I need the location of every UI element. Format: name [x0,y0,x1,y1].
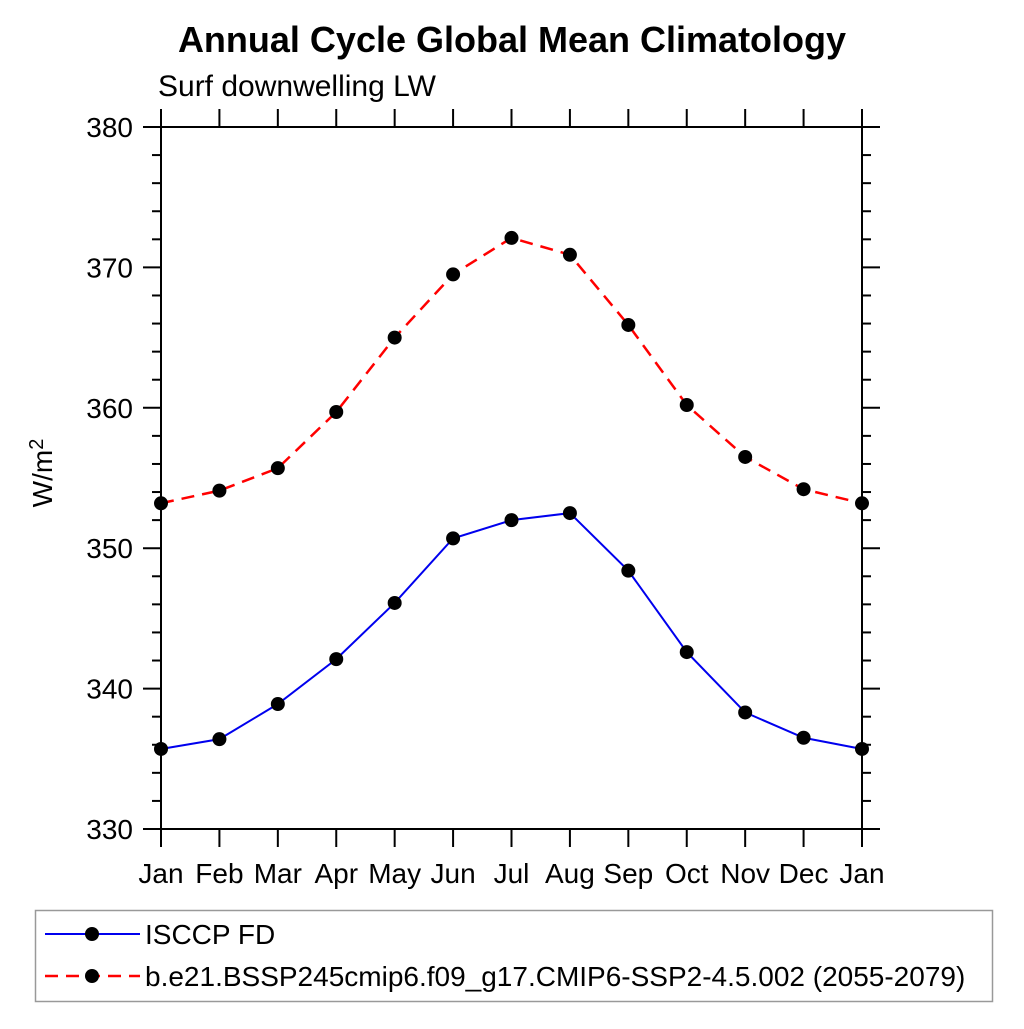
y-tick-label: 350 [86,533,133,564]
series-line-0 [160,512,863,750]
y-axis-label-text: W/m2 [26,439,58,508]
legend-marker-dot [85,969,99,983]
data-point [270,461,285,476]
x-tick-label: May [368,858,421,889]
y-tick-label: 370 [86,252,133,283]
page-title: Annual Cycle Global Mean Climatology [178,19,846,60]
series-lines [160,236,863,750]
data-point [855,496,869,511]
x-tick-label: Nov [720,858,770,889]
x-tick-label: Jul [494,858,530,889]
x-axis-ticks [160,109,863,847]
y-tick-label: 380 [86,112,133,143]
legend-item-isccp: ISCCP FD [45,919,275,950]
x-tick-label: Aug [545,858,595,889]
data-point [329,652,344,667]
series-line-1 [160,236,863,505]
data-point [212,483,227,498]
y-axis-tick-labels: 330 340 350 360 370 380 [86,112,133,845]
data-point [738,705,753,720]
x-tick-label: Apr [314,858,358,889]
chart-subtitle: Surf downwelling LW [158,70,437,103]
legend: ISCCP FD b.e21.BSSP245cmip6.f09_g17.CMIP… [34,909,994,1003]
legend-label: ISCCP FD [145,919,275,950]
data-point [796,730,811,745]
y-axis-ticks [143,126,880,830]
data-point [446,531,461,546]
data-point [154,496,168,511]
data-point [154,741,168,756]
data-point [329,405,344,420]
y-tick-label: 340 [86,674,133,705]
data-point [504,513,519,528]
data-point [270,697,285,712]
y-tick-label: 330 [86,814,133,845]
data-point [855,741,869,756]
data-point [738,449,753,464]
data-point [796,482,811,497]
data-point [504,230,519,245]
data-point [562,506,577,521]
data-point [679,397,694,412]
y-axis-label: W/m2 [26,439,58,508]
data-point [679,645,694,660]
x-tick-label: Oct [665,858,709,889]
data-point [387,595,402,610]
x-axis-tick-labels: Jan Feb Mar Apr May Jun Jul Aug Sep Oct Nov Dec Jan [138,858,884,889]
x-tick-label: Jun [431,858,476,889]
data-point [387,330,402,345]
legend-box [34,909,994,1003]
x-tick-label: Mar [254,858,302,889]
x-tick-label: Sep [603,858,653,889]
data-point [621,563,636,578]
x-tick-label: Jan [839,858,884,889]
data-point [562,247,577,262]
x-tick-label: Dec [779,858,829,889]
x-tick-label: Jan [138,858,183,889]
x-tick-label: Feb [195,858,243,889]
legend-item-model: b.e21.BSSP245cmip6.f09_g17.CMIP6-SSP2-4.… [45,961,965,992]
y-tick-label: 360 [86,393,133,424]
data-point [446,267,461,282]
series-markers [154,230,869,756]
data-point [621,317,636,332]
legend-label: b.e21.BSSP245cmip6.f09_g17.CMIP6-SSP2-4.… [145,961,965,992]
legend-marker-dot [85,927,99,941]
data-point [212,732,227,747]
